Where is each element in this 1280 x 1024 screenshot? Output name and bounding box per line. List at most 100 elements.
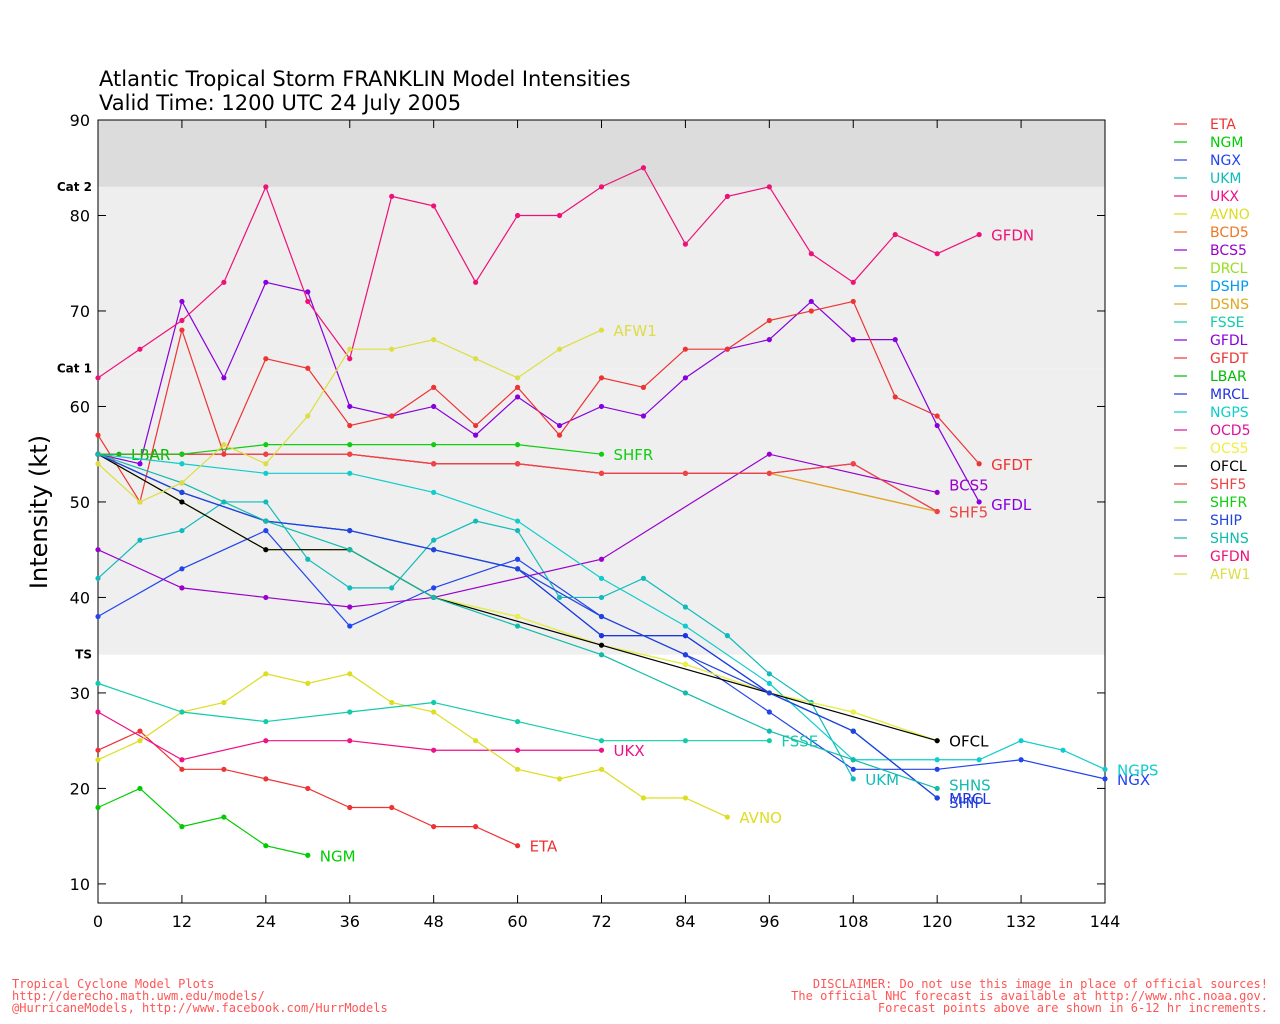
data-point: [137, 738, 143, 744]
data-point: [808, 308, 814, 314]
legend-item: OCS5: [1210, 441, 1249, 457]
data-point: [766, 690, 772, 696]
y-tick-label: 40: [70, 588, 90, 607]
data-point: [431, 403, 437, 410]
data-point: [556, 432, 563, 438]
data-point: [305, 289, 311, 295]
series-end-label: AVNO: [739, 809, 782, 827]
series-fsse: FSSE: [95, 680, 818, 751]
data-point: [263, 518, 269, 524]
data-point: [95, 375, 101, 381]
legend: ETA NGM NGX UKM UKX AVNO BCD5 BCS5 DRCL DSHP DSNS F…: [1174, 117, 1250, 583]
data-point: [598, 747, 605, 753]
data-point: [263, 356, 269, 362]
data-point: [976, 461, 982, 467]
data-point: [431, 594, 437, 601]
legend-item: DRCL: [1210, 261, 1248, 277]
data-point: [95, 461, 101, 467]
data-point: [263, 184, 269, 190]
data-point: [766, 470, 772, 476]
data-point: [137, 346, 143, 352]
data-point: [682, 738, 689, 744]
data-point: [934, 413, 940, 419]
data-point: [263, 451, 269, 457]
data-point: [934, 738, 940, 744]
data-point: [305, 852, 311, 858]
data-point: [598, 738, 605, 744]
series-end-label: SHIP: [949, 794, 983, 812]
series-end-label: GFDL: [991, 496, 1032, 514]
data-point: [556, 212, 563, 219]
series-end-label: NGX: [1117, 771, 1150, 789]
data-point: [431, 709, 437, 715]
y-tick-label: 30: [70, 684, 90, 703]
x-tick-label: 144: [1090, 912, 1121, 931]
series-end-label: SHF5: [949, 504, 988, 522]
data-point: [514, 623, 521, 629]
legend-item: MRCL: [1210, 387, 1249, 403]
y-tick-label: 90: [70, 111, 90, 130]
category-label: TS: [75, 648, 92, 662]
data-point: [179, 451, 185, 457]
data-point: [598, 403, 605, 410]
data-point: [598, 375, 605, 381]
series-end-label: SHNS: [949, 776, 991, 794]
data-point: [556, 594, 563, 601]
data-point: [95, 709, 101, 715]
data-point: [473, 422, 479, 429]
data-point: [431, 442, 437, 448]
data-point: [95, 451, 101, 457]
data-point: [808, 298, 814, 305]
data-point: [640, 413, 647, 419]
y-axis-label: Intensity (kt): [25, 435, 53, 589]
data-point: [514, 747, 521, 753]
legend-item: BCD5: [1210, 225, 1249, 241]
legend-item: NGPS: [1210, 405, 1249, 421]
data-point: [892, 337, 898, 343]
data-point: [263, 843, 269, 849]
data-point: [850, 461, 856, 467]
data-point: [95, 757, 101, 763]
data-point: [263, 594, 269, 601]
data-point: [263, 442, 269, 448]
data-point: [892, 231, 898, 238]
data-point: [179, 480, 185, 486]
data-point: [766, 317, 772, 324]
data-point: [682, 346, 689, 352]
data-point: [431, 699, 437, 706]
data-point: [514, 375, 521, 381]
data-point: [598, 184, 605, 190]
data-point: [221, 814, 227, 820]
data-point: [766, 184, 772, 190]
series-end-label: UKX: [614, 742, 645, 760]
legend-item: GFDN: [1210, 549, 1250, 565]
data-point: [766, 671, 772, 677]
data-point: [473, 738, 479, 744]
legend-item: BCS5: [1210, 243, 1247, 259]
series-gfdt: GFDT: [95, 298, 1033, 505]
data-point: [556, 422, 563, 429]
data-point: [389, 804, 395, 811]
data-point: [221, 442, 227, 448]
data-point: [95, 613, 101, 620]
data-point: [934, 795, 940, 801]
data-point: [347, 527, 353, 534]
data-point: [263, 461, 269, 467]
data-point: [682, 661, 689, 667]
category-label: Cat 2: [57, 180, 92, 194]
data-point: [598, 594, 605, 601]
series-line: [97, 711, 602, 761]
data-point: [305, 556, 311, 562]
data-point: [724, 193, 730, 199]
data-point: [514, 394, 521, 400]
data-point: [682, 795, 689, 801]
data-point: [473, 518, 479, 524]
data-point: [95, 432, 101, 438]
x-tick-label: 0: [93, 912, 103, 931]
series-bcs5: BCS5: [95, 451, 989, 610]
legend-item: NGM: [1210, 135, 1243, 151]
data-point: [598, 575, 605, 581]
footer-credits: Tropical Cyclone Model Plots http://dere…: [12, 977, 388, 1015]
x-tick-label: 60: [507, 912, 527, 931]
data-point: [724, 346, 730, 352]
